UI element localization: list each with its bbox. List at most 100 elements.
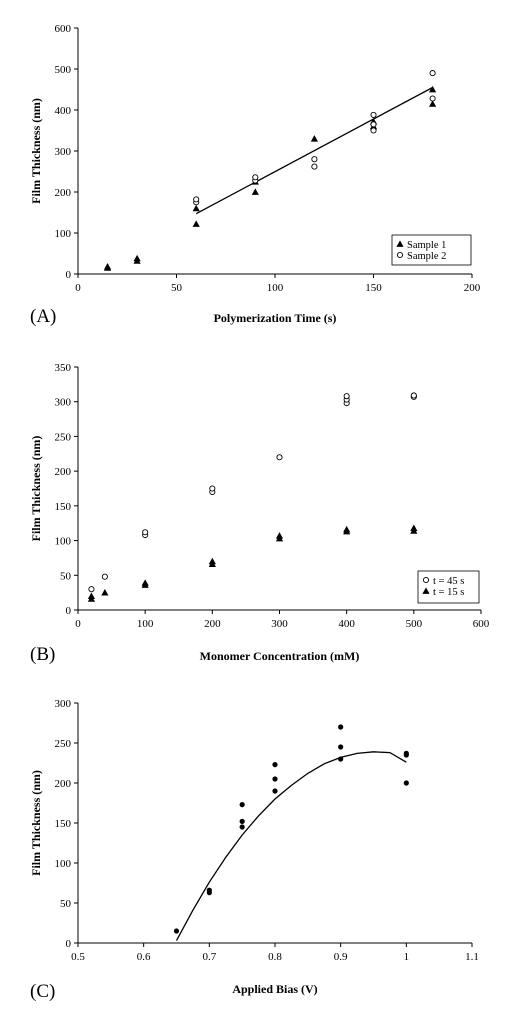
data-point	[272, 762, 278, 768]
x-tick-label: 300	[271, 618, 288, 630]
y-tick-label: 350	[55, 362, 72, 374]
data-point	[343, 393, 350, 400]
data-point	[206, 887, 212, 893]
y-tick-label: 0	[66, 938, 72, 950]
y-tick-label: 0	[66, 269, 72, 281]
y-tick-label: 600	[55, 23, 72, 35]
y-tick-label: 300	[55, 146, 72, 158]
data-point	[193, 196, 200, 203]
data-point	[239, 802, 245, 808]
y-tick-label: 300	[55, 397, 72, 409]
legend-entry: t = 15 s	[433, 587, 464, 598]
data-point	[311, 163, 318, 170]
x-tick-label: 100	[137, 618, 154, 630]
x-tick-label: 0.7	[202, 951, 216, 963]
data-point	[192, 204, 200, 212]
x-tick-label: 0	[75, 282, 81, 294]
data-point	[311, 156, 318, 163]
data-point	[209, 485, 216, 492]
x-tick-label: 600	[473, 618, 490, 630]
y-tick-label: 250	[55, 738, 72, 750]
data-point	[275, 532, 284, 539]
data-point	[251, 188, 259, 195]
data-point	[429, 70, 436, 77]
chart-panel-c: 0.5 0.6 0.7 0.8 0.9 1 1.1 0 50 100 150 200 250 300 App…	[29, 698, 479, 1002]
legend-marker	[422, 587, 430, 594]
legend-box	[391, 234, 472, 266]
y-tick-label: 200	[55, 778, 72, 790]
data-point	[338, 724, 344, 730]
data-point	[239, 824, 245, 830]
data-point	[133, 254, 141, 262]
data-point	[370, 127, 377, 134]
y-tick-label: 100	[55, 536, 72, 548]
data-point	[410, 392, 417, 399]
data-point	[208, 557, 216, 565]
x-tick-label: 0.9	[334, 951, 348, 963]
y-tick-label: 100	[55, 228, 72, 240]
data-point	[429, 85, 437, 93]
y-axis-label: Film Thickness (nm)	[29, 436, 43, 542]
data-point	[338, 744, 344, 750]
y-tick-label: 300	[55, 698, 72, 710]
x-tick-label: 400	[338, 618, 355, 630]
data-point	[429, 95, 436, 102]
panel-label: (C)	[30, 981, 55, 1002]
legend-entry: Sample 2	[407, 251, 446, 262]
data-point	[276, 454, 283, 461]
data-point	[141, 579, 149, 586]
y-tick-label: 400	[55, 105, 72, 117]
panel-label: (B)	[30, 644, 55, 665]
x-tick-label: 200	[204, 618, 221, 630]
data-point	[192, 220, 200, 227]
data-point	[429, 100, 437, 107]
data-point	[88, 586, 95, 593]
x-tick-label: 0.8	[268, 951, 282, 963]
y-axis-label: Film Thickness (nm)	[29, 98, 43, 204]
fit-line	[195, 86, 433, 215]
x-tick-label: 200	[464, 282, 481, 294]
x-tick-label: 50	[171, 282, 183, 294]
data-point	[370, 121, 377, 128]
x-axis-label: Monomer Concentration (mM)	[200, 649, 360, 663]
legend-entry: t = 45 s	[433, 576, 464, 587]
data-point	[338, 756, 344, 762]
data-point	[370, 111, 377, 118]
data-point	[403, 780, 409, 786]
panel-label: (A)	[30, 306, 56, 327]
legend-marker	[396, 240, 404, 247]
legend: t = 45 st = 15 s	[417, 570, 480, 604]
y-tick-label: 500	[55, 64, 72, 76]
x-tick-label: 0.5	[71, 951, 85, 963]
y-tick-label: 100	[55, 858, 72, 870]
y-tick-label: 0	[66, 605, 72, 617]
y-tick-label: 250	[55, 431, 72, 443]
legend-box	[417, 570, 480, 604]
x-tick-label: 500	[406, 618, 423, 630]
data-point	[272, 788, 278, 794]
x-tick-label: 100	[267, 282, 284, 294]
data-point	[103, 263, 112, 270]
data-point	[101, 589, 109, 596]
x-axis-label: Applied Bias (V)	[232, 982, 317, 996]
y-tick-label: 50	[60, 898, 72, 910]
data-point	[239, 818, 245, 825]
data-point	[410, 524, 418, 531]
x-tick-label: 1	[404, 951, 410, 963]
x-tick-label: 0.6	[137, 951, 151, 963]
data-point	[403, 750, 409, 757]
x-tick-label: 150	[365, 282, 382, 294]
data-point	[252, 174, 259, 181]
x-tick-label: 0	[75, 618, 81, 630]
data-point	[310, 135, 318, 142]
data-point	[173, 928, 180, 934]
y-tick-label: 50	[60, 570, 72, 582]
y-tick-label: 200	[55, 466, 72, 478]
y-tick-label: 200	[55, 187, 72, 199]
chart-panel-b: 0 100 200 300 400 500 600 0 50 100 150 200 250 300 350…	[29, 362, 490, 665]
data-point	[343, 525, 351, 533]
data-point	[142, 529, 149, 536]
legend-marker	[396, 251, 404, 259]
x-tick-label: 1.1	[465, 951, 479, 963]
